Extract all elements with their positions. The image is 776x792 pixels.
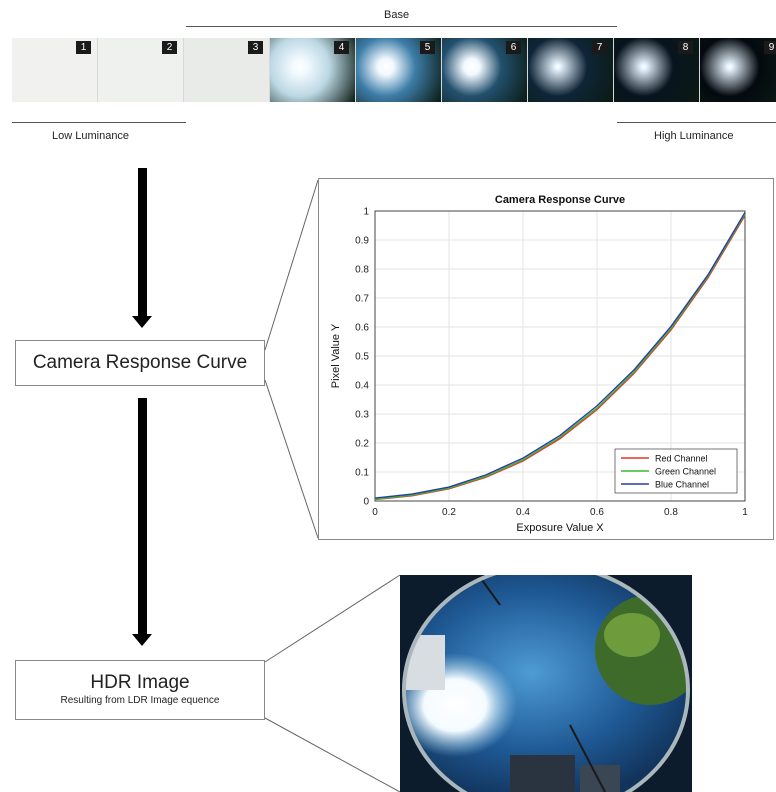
- exposure-frame-2: 2: [98, 38, 184, 102]
- hdr-building-bottom-right: [580, 765, 620, 792]
- exposure-frame-number: 1: [76, 41, 91, 54]
- y-tick-label: 1: [363, 207, 369, 218]
- y-axis-label: Pixel Value Y: [330, 323, 342, 388]
- x-tick-label: 0: [372, 507, 378, 518]
- exposure-frame-3: 3: [184, 38, 270, 102]
- y-tick-label: 0.1: [355, 468, 369, 479]
- legend-entry: Green Channel: [655, 467, 716, 477]
- exposure-frame-1: 1: [12, 38, 98, 102]
- exposure-frame-7: 7: [528, 38, 614, 102]
- x-tick-label: 1: [742, 507, 748, 518]
- x-tick-label: 0.8: [664, 507, 678, 518]
- exposure-frame-number: 7: [592, 41, 607, 54]
- camera-response-curve-label: Camera Response Curve: [32, 352, 248, 373]
- base-bracket-line: [186, 26, 617, 27]
- base-label: Base: [384, 9, 410, 21]
- hdr-lamp-post: [569, 724, 606, 792]
- exposure-frame-5: 5: [356, 38, 442, 102]
- arrow-down-1-shaft: [138, 168, 147, 316]
- high-luminance-label: High Luminance: [654, 130, 734, 142]
- chart-frame: 0 0.2 0.4 0.6 0.8 1 0 0.1 0.2 0.3 0.4 0.5 0.6 0.7 0.8 0…: [318, 178, 774, 540]
- exposure-frame-6: 6: [442, 38, 528, 102]
- hdr-connector-top: [264, 574, 401, 663]
- x-axis-label: Exposure Value X: [516, 522, 604, 534]
- chart-title: Camera Response Curve: [495, 194, 625, 206]
- exposure-frame-number: 8: [678, 41, 693, 54]
- exposure-frame-9: 9: [700, 38, 776, 102]
- hdr-image-title: HDR Image: [90, 672, 190, 693]
- x-tick-label: 0.4: [516, 507, 530, 518]
- crc-connector-bottom: [264, 379, 319, 539]
- y-tick-label: 0.6: [355, 323, 369, 334]
- crc-connector-top: [264, 179, 319, 351]
- exposure-frame-number: 6: [506, 41, 521, 54]
- hdr-lens-rim: [402, 575, 690, 792]
- plot-border: [374, 210, 746, 502]
- low-luminance-label: Low Luminance: [52, 130, 130, 142]
- hdr-image-box: HDR Image Resulting from LDR Image equen…: [15, 660, 265, 720]
- hdr-fisheye-image: [400, 575, 692, 792]
- hdr-connector-bottom: [264, 717, 401, 792]
- arrow-down-2-shaft: [138, 398, 147, 634]
- camera-response-curve-box: Camera Response Curve: [15, 340, 265, 386]
- exposure-frame-number: 9: [764, 41, 776, 54]
- hdr-pole-top: [481, 579, 501, 606]
- legend-entry: Blue Channel: [655, 480, 709, 490]
- series-line-green-channel: [374, 213, 746, 500]
- y-tick-label: 0.8: [355, 265, 369, 276]
- legend-entry: Red Channel: [655, 454, 708, 464]
- arrow-down-2-icon: [132, 634, 152, 646]
- y-tick-label: 0.4: [355, 381, 369, 392]
- y-tick-label: 0.3: [355, 410, 369, 421]
- x-tick-label: 0.6: [590, 507, 604, 518]
- exposure-frame-number: 2: [162, 41, 177, 54]
- y-tick-label: 0: [363, 497, 369, 508]
- x-tick-label: 0.2: [442, 507, 456, 518]
- arrow-down-1-icon: [132, 316, 152, 328]
- hdr-building-bottom: [510, 755, 575, 792]
- series-line-blue-channel: [374, 212, 746, 499]
- exposure-frame-number: 4: [334, 41, 349, 54]
- exposure-frame-number: 5: [420, 41, 435, 54]
- y-tick-label: 0.2: [355, 439, 369, 450]
- high-luminance-line: [617, 122, 776, 123]
- hdr-tree-canopy-light: [604, 613, 660, 657]
- ldr-exposure-strip: 1 2 3 4 5 6 7 8 9: [12, 38, 776, 102]
- exposure-frame-number: 3: [248, 41, 263, 54]
- hdr-image-subtitle: Resulting from LDR Image equence: [60, 695, 220, 706]
- exposure-frame-4: 4: [270, 38, 356, 102]
- y-tick-label: 0.7: [355, 294, 369, 305]
- exposure-frame-8: 8: [614, 38, 700, 102]
- y-tick-label: 0.5: [355, 352, 369, 363]
- low-luminance-line: [12, 122, 186, 123]
- y-tick-label: 0.9: [355, 236, 369, 247]
- camera-response-chart: 0 0.2 0.4 0.6 0.8 1 0 0.1 0.2 0.3 0.4 0.5 0.6 0.7 0.8 0…: [330, 194, 748, 534]
